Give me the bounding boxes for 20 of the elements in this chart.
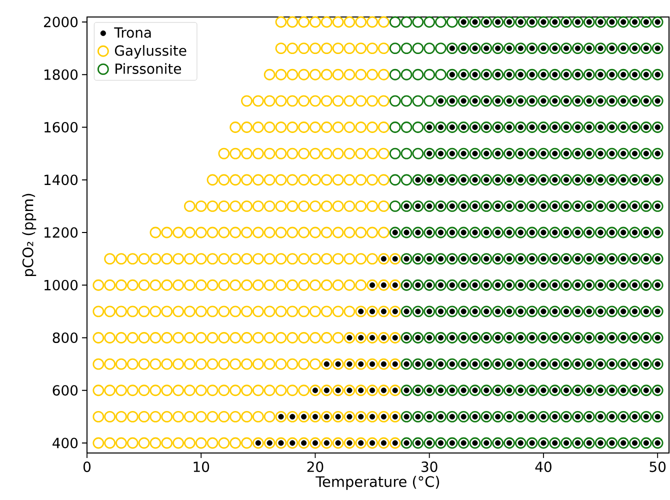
y-tick-label: 400 (52, 438, 78, 448)
x-tick-label: 10 (194, 462, 210, 472)
y-tick-label: 1800 (44, 69, 78, 80)
legend-label: Pirssonite (116, 63, 182, 74)
x-tick-label: 20 (307, 462, 324, 472)
y-tick-label: 1400 (44, 174, 78, 186)
x-tick-label: 40 (535, 462, 552, 472)
y-tick-label: 1200 (44, 227, 78, 238)
legend-label: Trona (114, 27, 151, 38)
legend-label: Gaylussite (114, 45, 186, 59)
y-tick-label: 600 (52, 385, 78, 396)
y-tick-label: 2000 (44, 16, 78, 28)
y-tick-label: 1000 (44, 280, 78, 290)
y-axis-title: pCO₂ (ppm) (22, 194, 36, 276)
x-tick-label: 50 (650, 462, 666, 472)
x-axis-title: Temperature (°C) (316, 476, 440, 490)
x-tick-label: 0 (83, 462, 91, 472)
y-tick-label: 1600 (44, 122, 78, 133)
x-tick-label: 30 (422, 462, 438, 472)
y-tick-label: 800 (52, 332, 78, 344)
